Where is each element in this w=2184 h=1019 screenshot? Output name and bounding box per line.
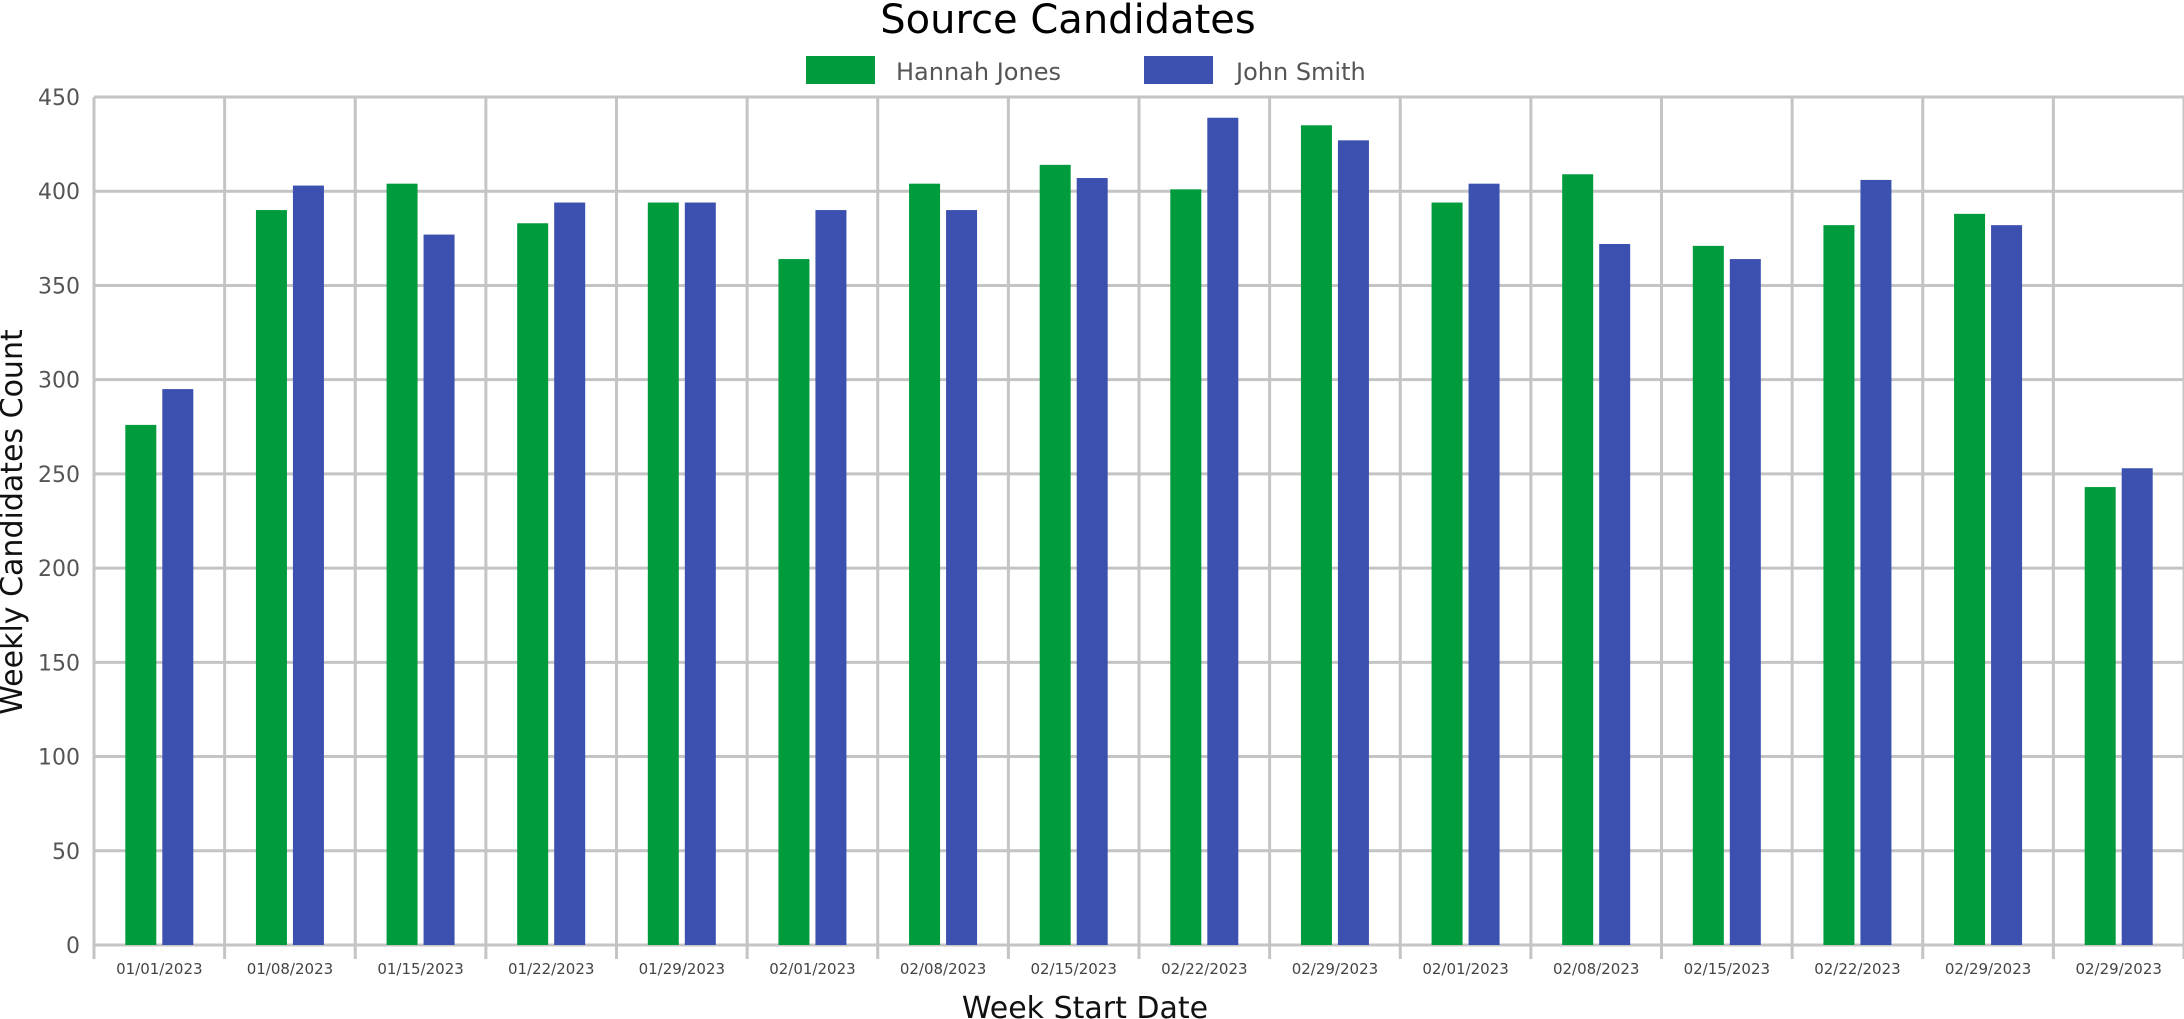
bar-john-smith-9 (1337, 140, 1369, 945)
bar-hannah-jones-13 (1823, 225, 1855, 946)
x-tick-label-11: 02/08/2023 (1553, 960, 1639, 978)
x-tick-label-3: 01/22/2023 (508, 960, 594, 978)
bar-john-smith-15 (2121, 468, 2153, 945)
bar-hannah-jones-3 (517, 223, 549, 945)
bar-hannah-jones-5 (778, 259, 810, 945)
bar-john-smith-12 (1729, 259, 1761, 945)
bar-john-smith-1 (292, 185, 324, 945)
y-tick-label-9: 450 (38, 86, 80, 111)
y-axis-ticks: 0 50 100 150 200 250 300 350 400 450 (38, 86, 80, 959)
x-tick-label-15: 02/29/2023 (2075, 960, 2161, 978)
bar-hannah-jones-7 (1039, 164, 1071, 946)
y-tick-label-2: 100 (38, 746, 80, 771)
bars (125, 117, 2153, 946)
bar-john-smith-13 (1860, 179, 1892, 946)
y-tick-label-6: 300 (38, 369, 80, 394)
bar-hannah-jones-12 (1692, 245, 1724, 946)
legend-swatch-hannah-jones (806, 56, 875, 84)
bar-hannah-jones-11 (1562, 174, 1594, 946)
x-tick-label-0: 01/01/2023 (116, 960, 202, 978)
chart-title: Source Candidates (880, 0, 1255, 43)
bar-john-smith-5 (815, 210, 847, 946)
bar-john-smith-14 (1991, 225, 2023, 946)
bar-john-smith-8 (1207, 117, 1239, 946)
bar-hannah-jones-6 (909, 183, 941, 945)
x-tick-label-14: 02/29/2023 (1945, 960, 2031, 978)
x-axis-ticks: 01/01/2023 01/08/2023 01/15/2023 01/22/2023… (116, 960, 2162, 978)
x-tick-label-13: 02/22/2023 (1814, 960, 1900, 978)
bar-hannah-jones-9 (1300, 125, 1332, 946)
bar-john-smith-7 (1076, 178, 1108, 945)
x-tick-label-10: 02/01/2023 (1422, 960, 1508, 978)
bar-john-smith-0 (162, 389, 194, 946)
legend-label-john-smith: John Smith (1234, 58, 1366, 86)
x-tick-label-8: 02/22/2023 (1161, 960, 1247, 978)
y-tick-label-0: 0 (66, 934, 80, 959)
x-tick-label-6: 02/08/2023 (900, 960, 986, 978)
legend-label-hannah-jones: Hannah Jones (896, 58, 1061, 86)
bar-john-smith-3 (554, 202, 586, 946)
bar-john-smith-10 (1468, 183, 1500, 945)
bar-hannah-jones-4 (647, 202, 679, 946)
bar-hannah-jones-0 (125, 424, 157, 946)
y-tick-label-4: 200 (38, 557, 80, 582)
x-tick-label-4: 01/29/2023 (639, 960, 725, 978)
legend-swatch-john-smith (1144, 56, 1213, 84)
y-tick-label-5: 250 (38, 463, 80, 488)
bar-hannah-jones-14 (1954, 213, 1986, 945)
x-tick-label-2: 01/15/2023 (377, 960, 463, 978)
x-tick-label-12: 02/15/2023 (1684, 960, 1770, 978)
bar-hannah-jones-15 (2084, 487, 2116, 945)
legend: Hannah Jones John Smith (806, 56, 1366, 86)
y-tick-label-8: 400 (38, 180, 80, 205)
bar-hannah-jones-10 (1431, 202, 1463, 946)
y-tick-label-7: 350 (38, 274, 80, 299)
x-tick-label-9: 02/29/2023 (1292, 960, 1378, 978)
bar-john-smith-11 (1599, 243, 1631, 945)
y-axis-label: Weekly Candidates Count (0, 329, 30, 715)
x-axis-label: Week Start Date (962, 991, 1208, 1019)
y-tick-label-3: 150 (38, 651, 80, 676)
x-tick-label-7: 02/15/2023 (1030, 960, 1116, 978)
bar-hannah-jones-2 (386, 183, 418, 945)
y-tick-label-1: 50 (52, 840, 80, 865)
bar-john-smith-2 (423, 234, 455, 945)
x-tick-label-1: 01/08/2023 (247, 960, 333, 978)
bar-hannah-jones-8 (1170, 189, 1202, 946)
bar-john-smith-6 (946, 210, 978, 946)
x-tick-label-5: 02/01/2023 (769, 960, 855, 978)
bar-john-smith-4 (684, 202, 716, 946)
bar-hannah-jones-1 (255, 210, 287, 946)
